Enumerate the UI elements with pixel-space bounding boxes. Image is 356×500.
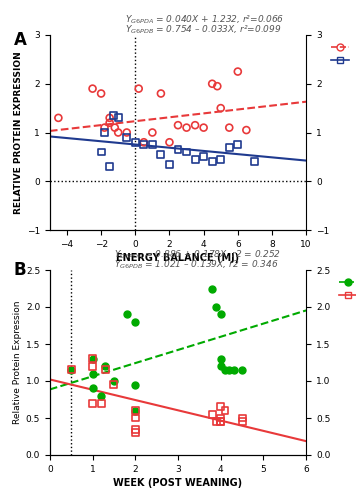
Point [239, 414, 245, 422]
Point [111, 377, 117, 385]
Point [167, 160, 172, 168]
Point [132, 406, 138, 414]
Point [252, 158, 258, 166]
Point [98, 392, 104, 400]
Point [124, 310, 130, 318]
Point [158, 150, 164, 158]
Point [150, 140, 155, 148]
Point [222, 366, 228, 374]
Point [184, 124, 189, 132]
Point [209, 158, 215, 166]
Y-axis label: RELATIVE PROTEIN EXPRESSION: RELATIVE PROTEIN EXPRESSION [14, 51, 23, 214]
Point [132, 380, 138, 388]
Legend: G6PDA, G6PDB: G6PDA, G6PDB [335, 274, 356, 304]
Point [111, 380, 117, 388]
Point [218, 414, 224, 422]
Point [218, 156, 224, 164]
Point [218, 355, 224, 363]
Point [218, 403, 224, 411]
Point [175, 146, 181, 154]
Point [218, 418, 224, 426]
Point [90, 370, 95, 378]
Point [90, 362, 95, 370]
Point [218, 418, 224, 426]
Point [150, 128, 155, 136]
Point [222, 406, 228, 414]
Point [124, 134, 130, 141]
X-axis label: ENERGY BALANCE (MJ): ENERGY BALANCE (MJ) [116, 253, 240, 263]
Point [68, 366, 74, 374]
Point [239, 418, 245, 426]
Point [209, 80, 215, 88]
Point [167, 138, 172, 146]
Point [141, 138, 147, 146]
Point [107, 118, 112, 126]
Point [209, 284, 215, 292]
Point [112, 124, 117, 132]
Point [102, 128, 108, 136]
Point [201, 153, 206, 161]
Point [239, 366, 245, 374]
Point [68, 366, 74, 374]
Text: $Y_{G6PDB}$ = 0.754 – 0.033$X$, r²=0.099: $Y_{G6PDB}$ = 0.754 – 0.033$X$, r²=0.099 [125, 24, 281, 36]
Text: $Y_{G6PDA}$ = 0.040$X$ + 1.232, r²=0.066: $Y_{G6PDA}$ = 0.040$X$ + 1.232, r²=0.066 [125, 14, 284, 26]
Point [132, 414, 138, 422]
Point [136, 84, 142, 92]
Point [244, 126, 249, 134]
Point [209, 410, 215, 418]
Text: $Y_{G6PDB}$ = 1.021 – 0.139$X$, r2 = 0.346: $Y_{G6PDB}$ = 1.021 – 0.139$X$, r2 = 0.3… [114, 258, 278, 271]
Point [98, 399, 104, 407]
Text: $Y_{G6PDA}$ = 0.886 + 0.178$X$, r2 = 0.252: $Y_{G6PDA}$ = 0.886 + 0.178$X$, r2 = 0.2… [114, 248, 281, 261]
Point [218, 362, 224, 370]
Point [231, 366, 236, 374]
Point [214, 418, 219, 426]
Point [132, 425, 138, 433]
Point [158, 90, 164, 98]
Point [184, 148, 189, 156]
Y-axis label: Relative Protein Expression: Relative Protein Expression [12, 300, 22, 424]
Point [132, 406, 138, 414]
Text: B: B [14, 261, 27, 279]
Point [218, 310, 224, 318]
Legend: G6PDA, G6PDB: G6PDA, G6PDB [328, 40, 356, 69]
Point [124, 128, 130, 136]
Point [226, 143, 232, 151]
Point [90, 384, 95, 392]
Point [235, 68, 241, 76]
Point [90, 355, 95, 363]
Point [226, 366, 232, 374]
X-axis label: WEEK (POST WEANING): WEEK (POST WEANING) [114, 478, 242, 488]
Point [103, 362, 108, 370]
Point [214, 82, 220, 90]
Point [107, 162, 112, 170]
Point [132, 138, 138, 146]
Point [107, 114, 112, 122]
Point [218, 104, 224, 112]
Point [103, 366, 108, 374]
Point [98, 148, 104, 156]
Point [192, 121, 198, 129]
Point [102, 124, 108, 132]
Point [90, 84, 95, 92]
Point [115, 128, 121, 136]
Point [175, 121, 181, 129]
Point [90, 355, 95, 363]
Point [235, 140, 241, 148]
Point [201, 124, 206, 132]
Point [214, 303, 219, 311]
Point [56, 114, 61, 122]
Point [192, 156, 198, 164]
Point [132, 429, 138, 437]
Point [141, 140, 147, 148]
Point [132, 318, 138, 326]
Point [226, 124, 232, 132]
Point [110, 112, 116, 120]
Point [98, 90, 104, 98]
Point [115, 114, 121, 122]
Point [90, 399, 95, 407]
Text: A: A [14, 31, 27, 49]
